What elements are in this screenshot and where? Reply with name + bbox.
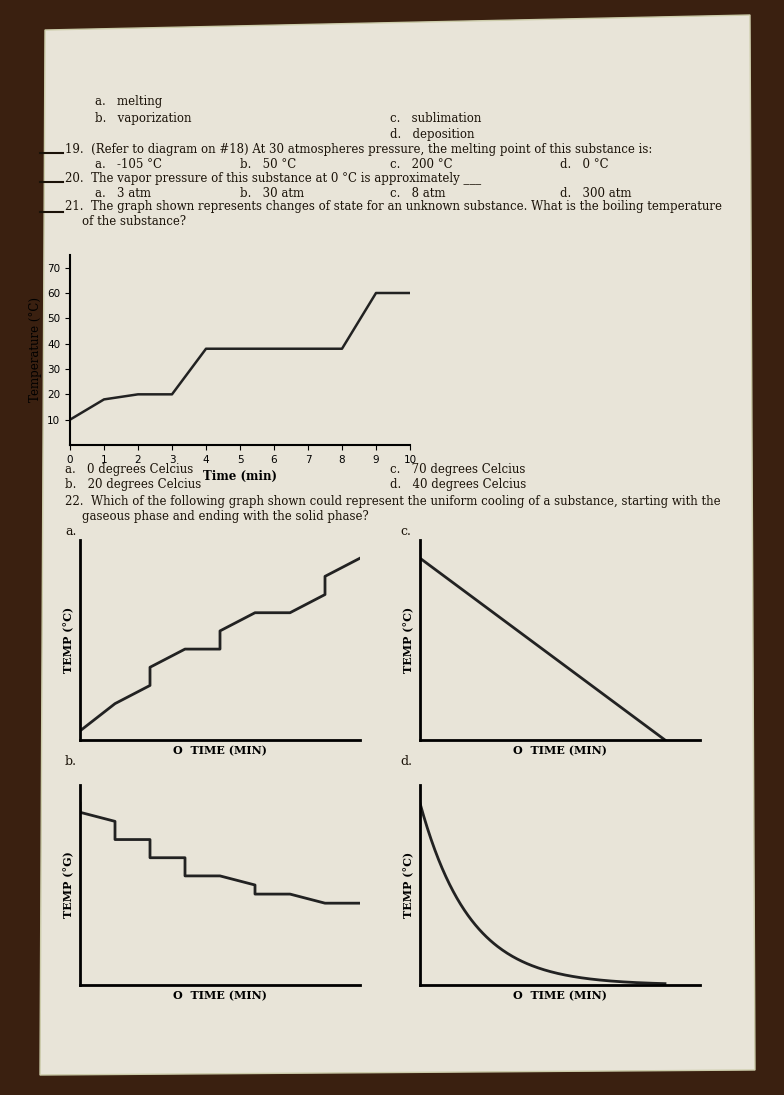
Text: of the substance?: of the substance? xyxy=(82,215,186,228)
Text: 19.  (Refer to diagram on #18) At 30 atmospheres pressure, the melting point of : 19. (Refer to diagram on #18) At 30 atmo… xyxy=(65,143,652,155)
Text: c.: c. xyxy=(400,525,411,538)
X-axis label: O  TIME (MIN): O TIME (MIN) xyxy=(173,746,267,757)
X-axis label: Time (min): Time (min) xyxy=(203,470,277,483)
Text: b.   20 degrees Celcius: b. 20 degrees Celcius xyxy=(65,479,201,491)
X-axis label: O  TIME (MIN): O TIME (MIN) xyxy=(513,991,607,1002)
Text: a.   3 atm: a. 3 atm xyxy=(95,187,151,200)
X-axis label: O  TIME (MIN): O TIME (MIN) xyxy=(513,746,607,757)
Y-axis label: TEMP (°G): TEMP (°G) xyxy=(64,852,74,919)
Text: gaseous phase and ending with the solid phase?: gaseous phase and ending with the solid … xyxy=(82,510,368,523)
Text: c.   70 degrees Celcius: c. 70 degrees Celcius xyxy=(390,463,525,476)
Text: d.   40 degrees Celcius: d. 40 degrees Celcius xyxy=(390,479,526,491)
Text: c.   200 °C: c. 200 °C xyxy=(390,158,452,171)
Text: a.   0 degrees Celcius: a. 0 degrees Celcius xyxy=(65,463,193,476)
Text: 22.  Which of the following graph shown could represent the uniform cooling of a: 22. Which of the following graph shown c… xyxy=(65,495,720,508)
Text: d.   deposition: d. deposition xyxy=(390,128,474,141)
Text: d.: d. xyxy=(400,754,412,768)
Text: c.   sublimation: c. sublimation xyxy=(390,112,481,125)
Text: d.   0 °C: d. 0 °C xyxy=(560,158,608,171)
Text: b.   50 °C: b. 50 °C xyxy=(240,158,296,171)
Text: b.   30 atm: b. 30 atm xyxy=(240,187,304,200)
Text: 20.  The vapor pressure of this substance at 0 °C is approximately ___: 20. The vapor pressure of this substance… xyxy=(65,172,481,185)
Text: a.   melting: a. melting xyxy=(95,95,162,108)
Polygon shape xyxy=(40,15,755,1075)
Text: 21.  The graph shown represents changes of state for an unknown substance. What : 21. The graph shown represents changes o… xyxy=(65,200,722,214)
Text: c.   8 atm: c. 8 atm xyxy=(390,187,445,200)
Text: a.: a. xyxy=(65,525,76,538)
Text: d.   300 atm: d. 300 atm xyxy=(560,187,631,200)
Y-axis label: TEMP (°C): TEMP (°C) xyxy=(404,852,415,918)
Text: b.   vaporization: b. vaporization xyxy=(95,112,191,125)
Text: b.: b. xyxy=(65,754,77,768)
Y-axis label: TEMP (°C): TEMP (°C) xyxy=(404,607,415,673)
Y-axis label: TEMP (°C): TEMP (°C) xyxy=(64,607,74,673)
Y-axis label: Temperature (°C): Temperature (°C) xyxy=(28,298,42,403)
Text: a.   -105 °C: a. -105 °C xyxy=(95,158,162,171)
X-axis label: O  TIME (MIN): O TIME (MIN) xyxy=(173,991,267,1002)
